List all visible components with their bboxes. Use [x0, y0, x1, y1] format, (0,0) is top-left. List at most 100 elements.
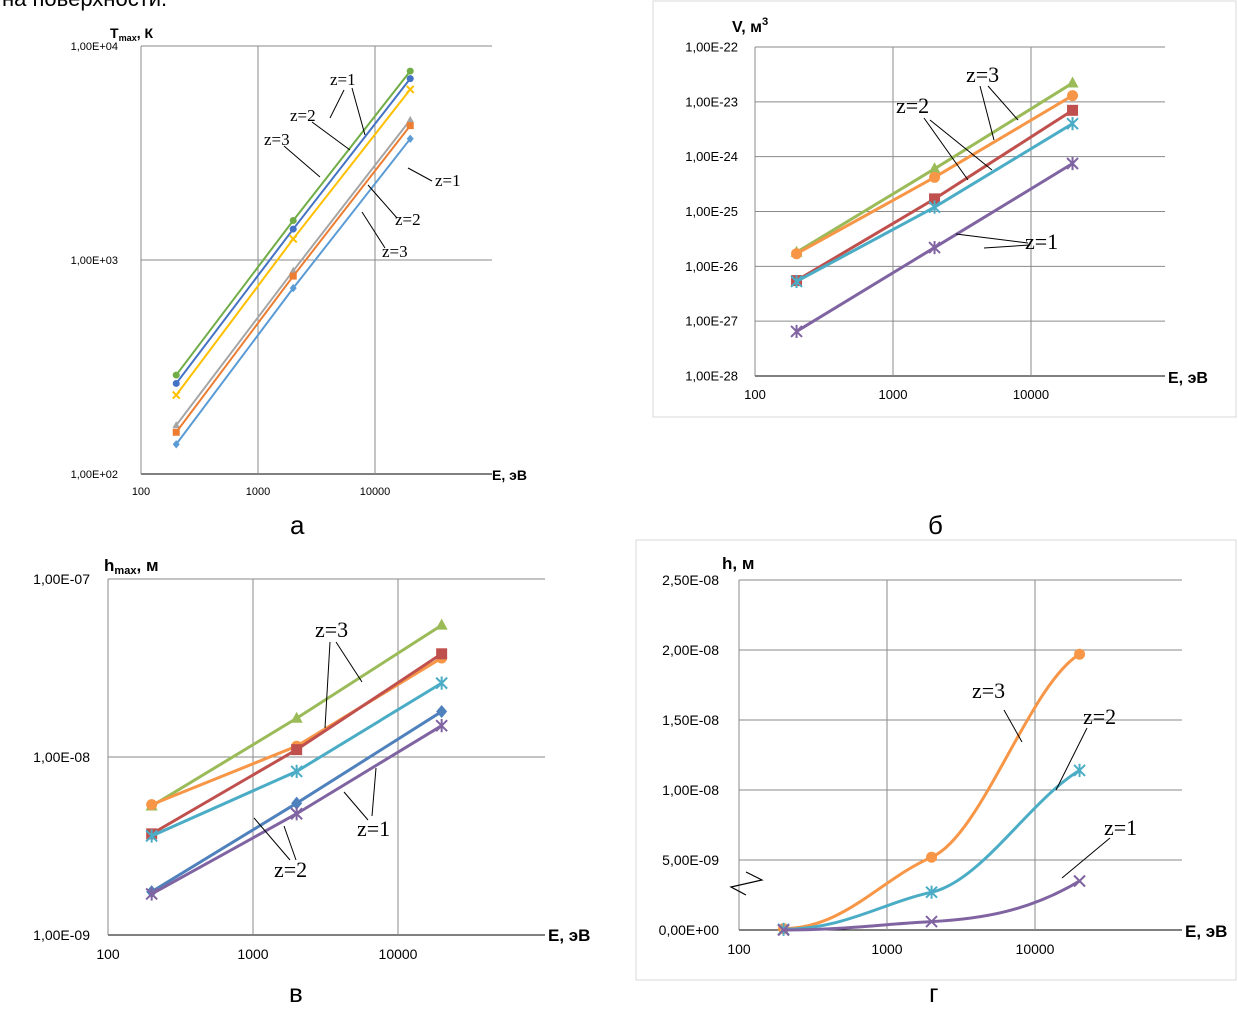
chart-g-xlabel: E, эВ	[1185, 922, 1227, 941]
chart-a-ylabel: Tmax, К	[110, 25, 154, 43]
caption-v: в	[289, 978, 303, 1008]
chart-v-ylabel: hmax, м	[104, 556, 159, 577]
chart-b-ytick-label: 1,00E-23	[685, 94, 738, 109]
chart-v-annotation-leader	[324, 641, 331, 729]
chart-g-xtick-label: 100	[727, 941, 751, 957]
chart-v-ytick-label: 1,00E-08	[33, 749, 90, 765]
chart-v-annotation-leader	[343, 791, 369, 821]
chart-b-data-point	[928, 240, 941, 255]
chart-v-annotation-leader	[253, 817, 291, 861]
chart-g-data-point	[1073, 763, 1086, 777]
chart-b-xtick-label: 1000	[879, 387, 908, 402]
chart-a-data-point	[406, 75, 414, 83]
caption-a: а	[290, 510, 305, 540]
chart-v-data-point	[435, 719, 448, 733]
chart-v-xtick-label: 100	[96, 946, 120, 962]
chart-a-annotation: z=1	[330, 70, 356, 89]
chart-b-data-point	[790, 324, 803, 339]
chart-g-annotation: z=1	[1104, 815, 1137, 840]
chart-a-annotation-leader	[407, 167, 433, 182]
chart-b-ytick-label: 1,00E-27	[685, 314, 738, 329]
chart-v-data-point	[435, 618, 448, 630]
chart-v-data-point	[291, 744, 303, 756]
chart-a-annotation: z=3	[264, 130, 290, 149]
chart-a-xtick-label: 100	[132, 486, 150, 498]
chart-g-data-point	[925, 885, 938, 899]
chart-b-ytick-label: 1,00E-22	[685, 40, 738, 55]
chart-g-annotation-leader	[1061, 837, 1111, 879]
chart-g-data-point	[926, 851, 938, 863]
panel-b-frame	[652, 0, 1237, 418]
chart-v-annotation: z=2	[274, 857, 307, 882]
chart-v-data-point	[146, 799, 158, 811]
header-text-fragment: на поверхности.	[2, 0, 167, 12]
chart-g-ytick-label: 2,00E-08	[662, 642, 719, 658]
chart-v-data-point	[436, 704, 448, 719]
chart-a-annotation: z=2	[395, 210, 421, 229]
chart-a-data-point	[172, 440, 180, 449]
chart-b-ytick-label: 1,00E-28	[685, 369, 738, 384]
chart-b-annotation-leader	[929, 119, 993, 171]
chart-b-annotation: z=3	[966, 62, 999, 87]
chart-v-xtick-label: 10000	[379, 946, 418, 962]
chart-a-data-point	[406, 85, 415, 94]
chart-a-data-point	[406, 134, 414, 144]
chart-v-annotation-leader	[283, 825, 297, 861]
chart-a-ytick-label: 1,00E+02	[71, 469, 118, 481]
chart-v-data-point	[145, 887, 158, 901]
chart-b-annotation: z=2	[896, 93, 929, 118]
chart-g-ytick-label: 1,50E-08	[662, 712, 719, 728]
chart-b-ylabel: V, м3	[732, 16, 768, 36]
chart-a-annotation-leader	[329, 89, 345, 119]
chart-g-annotation-leader	[1055, 727, 1088, 791]
chart-v-annotation-leader	[335, 641, 363, 683]
chart-a-annotation-leader	[283, 145, 321, 178]
chart-a-data-point	[406, 115, 415, 123]
chart-g-annotation: z=3	[972, 678, 1005, 703]
chart-a-annotation: z=3	[382, 242, 408, 261]
chart-b-annotation-leader	[955, 233, 1029, 244]
chart-b-data-point	[1066, 76, 1079, 88]
chart-a-data-point	[172, 421, 181, 429]
chart-v-data-point	[290, 807, 303, 821]
chart-b-annotation-leader	[983, 244, 1031, 249]
chart-g-ytick-label: 2,50E-08	[662, 572, 719, 588]
chart-b-data-point	[929, 171, 941, 183]
chart-v-annotation-leader	[371, 767, 377, 817]
chart-b-annotation-leader	[923, 117, 969, 181]
chart-g-annotation: z=2	[1083, 704, 1116, 729]
chart-a-xtick-label: 1000	[246, 486, 270, 498]
chart-a-data-point	[406, 67, 414, 75]
chart-a-data-point	[172, 390, 181, 400]
chart-v-annotation: z=1	[357, 816, 390, 841]
chart-b-data-point	[1066, 117, 1079, 131]
chart-a-annotation-leader	[311, 121, 351, 151]
chart-v-ytick-label: 1,00E-07	[33, 571, 90, 587]
chart-v-data-point	[290, 711, 303, 723]
chart-v-annotation: z=3	[315, 617, 348, 642]
chart-b-ytick-label: 1,00E-25	[685, 204, 738, 219]
chart-a-xtick-label: 10000	[360, 486, 391, 498]
chart-a-data-point	[289, 216, 297, 224]
chart-b-data-point	[1067, 104, 1079, 116]
chart-a-data-point	[289, 234, 298, 244]
chart-b-data-point	[1067, 90, 1079, 102]
chart-a-annotation-leader	[367, 184, 398, 219]
chart-b-data-point	[1066, 156, 1079, 171]
chart-a-ytick-label: 1,00E+04	[71, 41, 118, 53]
chart-v-xtick-label: 1000	[237, 946, 268, 962]
chart-g-xtick-label: 1000	[871, 941, 902, 957]
chart-a-data-point	[172, 428, 180, 436]
chart-v-data-point	[435, 676, 448, 690]
chart-a-annotation-leader	[361, 211, 386, 249]
chart-a-xlabel: E, эВ	[492, 467, 527, 483]
chart-a-data-point	[289, 266, 298, 274]
chart-b-annotation: z=1	[1025, 229, 1058, 254]
chart-b-data-point	[790, 274, 803, 289]
chart-g-ylabel: h, м	[722, 554, 754, 573]
chart-a-data-point	[289, 225, 297, 233]
chart-v-ytick-label: 1,00E-09	[33, 927, 90, 943]
chart-a-annotation-leader	[351, 87, 366, 136]
chart-v-xlabel: E, эВ	[548, 926, 590, 945]
chart-v-data-point	[290, 764, 303, 779]
